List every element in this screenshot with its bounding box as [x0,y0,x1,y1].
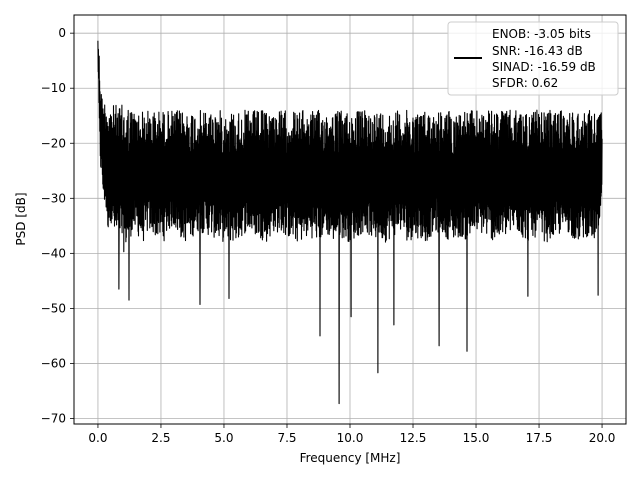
x-tick-label: 2.5 [151,431,170,445]
y-axis-ticks: 0 −10 −20 −30 −40 −50 −60 −70 [41,26,74,425]
x-tick-label: 12.5 [400,431,427,445]
y-tick-label: −50 [41,301,66,315]
y-tick-label: −10 [41,81,66,95]
legend-sfdr: SFDR: 0.62 [492,76,558,90]
x-tick-label: 15.0 [463,431,490,445]
x-tick-label: 0.0 [88,431,107,445]
y-tick-label: −20 [41,136,66,150]
x-tick-label: 10.0 [337,431,364,445]
psd-trace [97,40,603,405]
legend-enob: ENOB: -3.05 bits [492,27,591,41]
legend-snr: SNR: -16.43 dB [492,44,583,58]
x-axis-label: Frequency [MHz] [300,451,401,465]
x-tick-label: 5.0 [214,431,233,445]
y-tick-label: 0 [58,26,66,40]
y-axis-label: PSD [dB] [14,192,28,245]
y-tick-label: −70 [41,411,66,425]
x-axis-ticks: 0.0 2.5 5.0 7.5 10.0 12.5 15.0 17.5 20.0 [88,424,615,445]
x-tick-label: 17.5 [526,431,553,445]
spectrum-series [97,40,603,405]
legend-sinad: SINAD: -16.59 dB [492,60,596,74]
legend-box [447,21,619,96]
y-tick-label: −60 [41,356,66,370]
legend: ENOB: -3.05 bits SNR: -16.43 dB SINAD: -… [447,21,619,96]
y-tick-label: −40 [41,246,66,260]
x-tick-label: 20.0 [589,431,616,445]
y-tick-label: −30 [41,191,66,205]
x-tick-label: 7.5 [277,431,296,445]
